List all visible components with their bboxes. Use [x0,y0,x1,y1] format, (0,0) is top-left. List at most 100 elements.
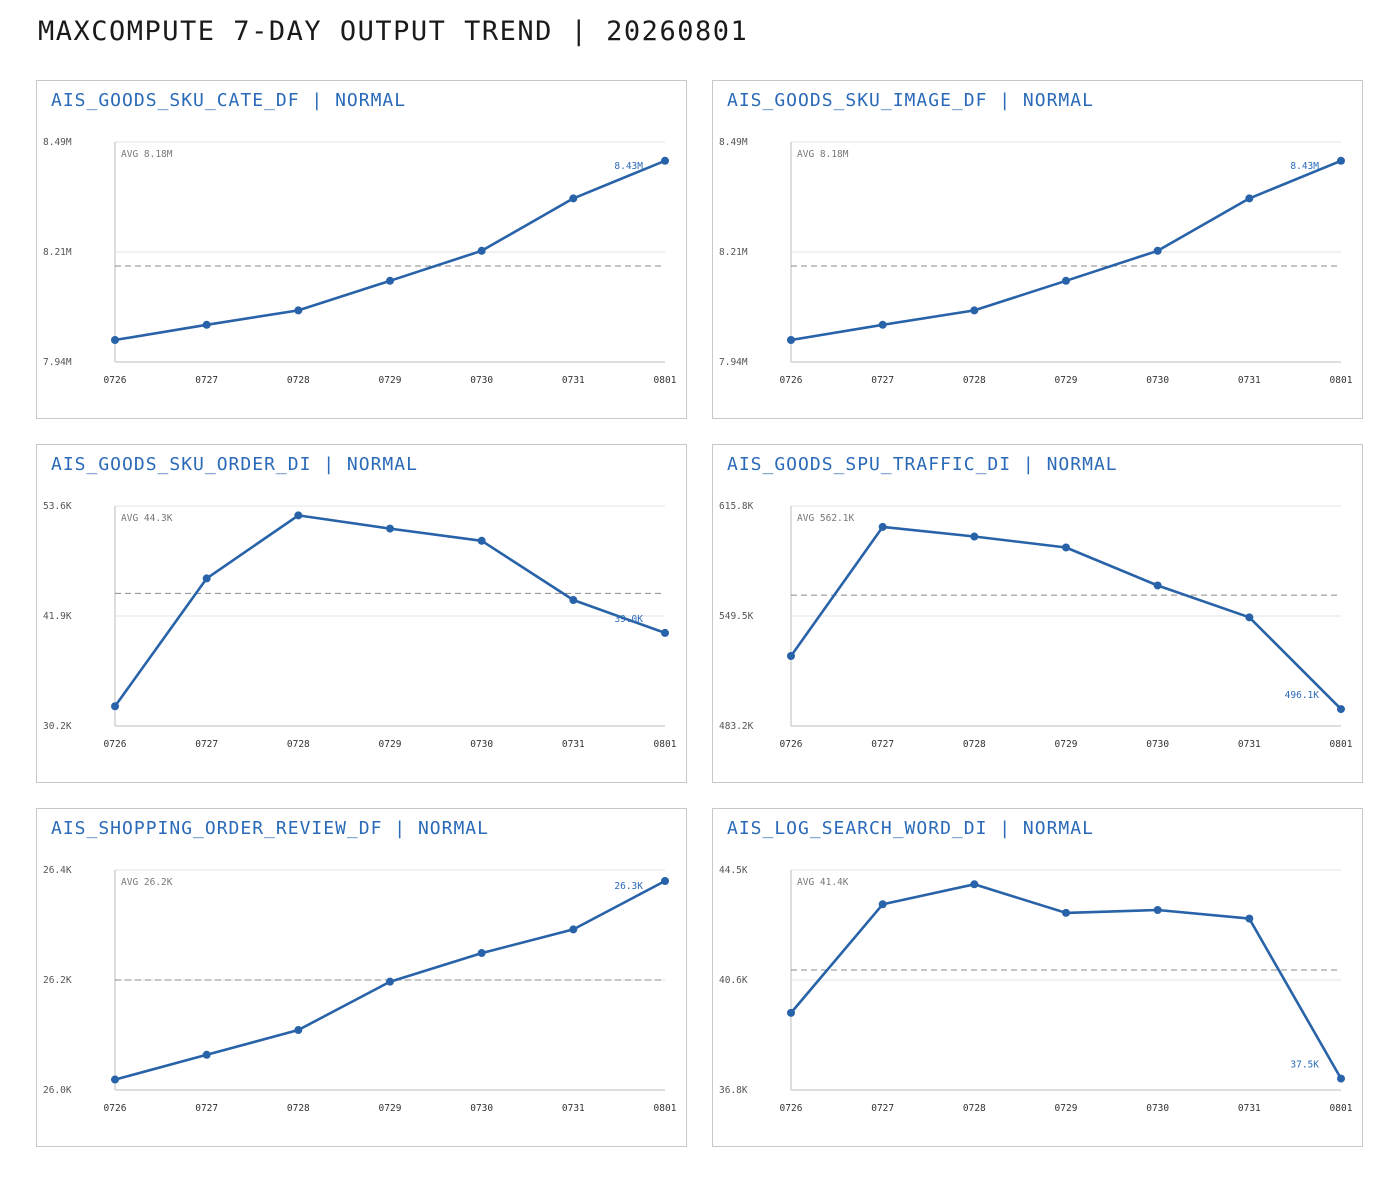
x-tick-label: 0729 [379,1103,402,1114]
x-tick-label: 0727 [195,375,218,386]
data-point [202,1050,211,1059]
y-tick-label: 8.21M [43,247,72,258]
data-point [1062,908,1070,917]
y-tick-label: 549.5K [719,611,754,622]
x-tick-label: 0801 [654,375,677,386]
end-value-label: 37.5K [1290,1060,1319,1071]
y-tick-label: 44.5K [719,865,748,876]
data-point [1245,194,1254,203]
data-point [569,194,578,203]
x-tick-label: 0729 [379,739,402,750]
data-point [111,702,119,711]
x-tick-label: 0731 [1238,375,1261,386]
chart-title: AIS_GOODS_SKU_IMAGE_DF | NORMAL [727,90,1094,111]
y-tick-label: 8.49M [43,137,72,148]
data-point [294,511,303,520]
chart-title: AIS_SHOPPING_ORDER_REVIEW_DF | NORMAL [51,818,489,839]
data-point [1153,246,1162,255]
x-tick-label: 0730 [470,1103,493,1114]
average-label: AVG 41.4K [797,877,849,888]
chart-panel-order-review: AIS_SHOPPING_ORDER_REVIEW_DF | NORMAL 26… [36,808,687,1147]
data-point [970,306,979,315]
end-value-label: 8.43M [614,161,643,172]
data-point [970,880,979,889]
series-line [113,159,667,342]
end-value-label: 26.3K [614,881,643,892]
data-point [787,1008,795,1017]
data-point [1153,581,1162,590]
data-point [386,977,394,986]
chart-title: AIS_GOODS_SKU_CATE_DF | NORMAL [51,90,407,111]
x-tick-label: 0728 [963,375,986,386]
series-line [113,514,667,708]
data-point [878,320,887,329]
chart-title: AIS_GOODS_SPU_TRAFFIC_DI | NORMAL [727,454,1118,475]
chart-panel-sku-order: AIS_GOODS_SKU_ORDER_DI | NORMAL 53.6K 41.… [36,444,687,783]
data-point [111,1075,119,1084]
average-label: AVG 8.18M [121,149,173,160]
data-point [1062,543,1070,552]
line-chart: 26.4K 26.2K 26.0K 0726 0727 0728 0729 0730 0731 0… [43,865,677,1114]
data-point [970,532,979,541]
x-tick-label: 0801 [1330,739,1353,750]
data-point [1153,906,1162,914]
y-tick-label: 30.2K [43,721,72,732]
x-tick-label: 0726 [780,1103,803,1114]
data-point [1245,914,1254,923]
y-tick-label: 7.94M [719,357,748,368]
data-point [1245,613,1254,622]
y-tick-label: 483.2K [719,721,754,732]
y-tick-label: 7.94M [43,357,72,368]
line-chart: 8.49M 8.21M 7.94M 0726 0727 0728 0729 0730 0731 0… [719,137,1353,386]
average-label: AVG 8.18M [797,149,849,160]
x-tick-label: 0729 [1055,739,1078,750]
data-point [878,900,887,909]
x-tick-label: 0729 [1055,1103,1078,1114]
y-tick-label: 41.9K [43,611,72,622]
x-tick-label: 0730 [1146,375,1169,386]
data-point [1337,156,1345,165]
data-point [477,536,486,545]
x-tick-label: 0728 [963,739,986,750]
x-tick-label: 0729 [1055,375,1078,386]
chart-panel-sku-image: AIS_GOODS_SKU_IMAGE_DF | NORMAL 8.49M 8.2… [712,80,1363,419]
page-title: MAXCOMPUTE 7-DAY OUTPUT TREND | 20260801 [38,16,749,47]
data-point [202,320,211,329]
x-tick-label: 0730 [470,739,493,750]
series-line [789,159,1343,342]
x-tick-label: 0801 [1330,1103,1353,1114]
data-point [294,1026,303,1035]
data-point [787,651,795,660]
data-point [477,949,486,958]
x-tick-label: 0727 [195,739,218,750]
y-tick-label: 615.8K [719,501,754,512]
end-value-label: 39.0K [614,614,643,625]
x-tick-label: 0730 [1146,739,1169,750]
data-point [294,306,303,315]
y-tick-label: 8.21M [719,247,748,258]
data-point [661,877,669,885]
chart-panel-sku-cate: AIS_GOODS_SKU_CATE_DF | NORMAL 8.49M 8.21… [36,80,687,419]
x-tick-label: 0726 [104,375,127,386]
end-value-label: 496.1K [1285,690,1320,701]
x-tick-label: 0801 [654,739,677,750]
data-point [1062,276,1070,285]
x-tick-label: 0726 [780,739,803,750]
end-value-label: 8.43M [1290,161,1319,172]
data-point [386,524,394,533]
line-chart: 8.49M 8.21M 7.94M 0726 0727 0728 0729 0730 0731 0… [43,137,677,386]
x-tick-label: 0727 [871,375,894,386]
x-tick-label: 0727 [871,1103,894,1114]
x-tick-label: 0731 [562,1103,585,1114]
data-point [1337,705,1345,714]
x-tick-label: 0729 [379,375,402,386]
data-point [1337,1074,1345,1083]
x-tick-label: 0731 [1238,1103,1261,1114]
x-tick-label: 0727 [871,739,894,750]
average-label: AVG 26.2K [121,877,173,888]
y-tick-label: 8.49M [719,137,748,148]
data-point [878,522,887,531]
line-chart: 615.8K 549.5K 483.2K 0726 0727 0728 0729 0730 07… [719,501,1353,750]
average-label: AVG 44.3K [121,513,173,524]
x-tick-label: 0726 [104,1103,127,1114]
